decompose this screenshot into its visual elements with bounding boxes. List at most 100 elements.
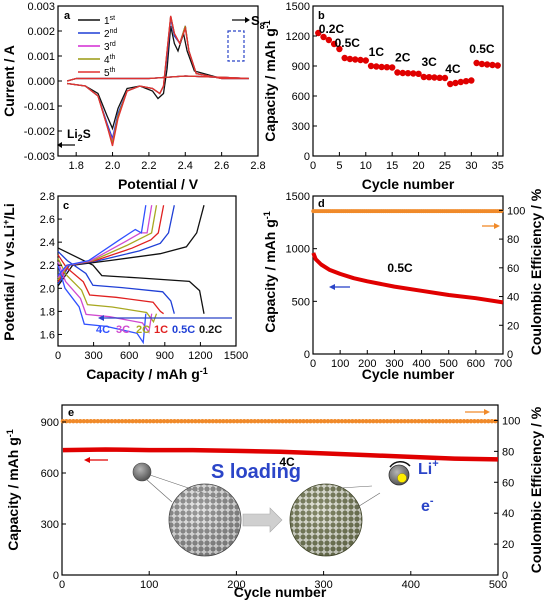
ce-point — [147, 419, 153, 424]
x-tick-label: 2.0 — [105, 160, 120, 172]
ce-point — [308, 419, 313, 424]
ce-point — [266, 419, 271, 424]
x-tick-label: 200 — [358, 358, 376, 370]
capacity-curve — [62, 447, 499, 462]
ce-point — [140, 419, 146, 424]
ce-point — [256, 419, 261, 424]
rate-point — [404, 70, 412, 77]
panel-b-xlabel: Cycle number — [362, 176, 455, 192]
y-tick-label: 900 — [292, 61, 310, 73]
x-tick-label: 30 — [465, 160, 477, 172]
ce-point — [461, 419, 467, 424]
ce-point — [402, 419, 407, 424]
ce-point — [200, 419, 205, 424]
panel-a-cv-chart: 1.8 2.0 2.2 2.4 2.6 2.8 -0.003 -0.002 -0.001 0.0… — [1, 1, 266, 192]
y-tick-label: 80 — [502, 446, 514, 458]
panel-d-cap-arrowhead — [329, 284, 335, 290]
scheme-title: S loading — [211, 461, 301, 483]
ce-point — [196, 419, 202, 424]
y-tick-label: 0 — [507, 349, 513, 361]
panel-e-capacity-series — [62, 447, 499, 462]
rate-point — [410, 70, 417, 77]
panel-d-capacity-series — [311, 252, 504, 305]
ce-point — [343, 419, 348, 424]
rate-point — [357, 56, 364, 64]
capacity-curve — [311, 252, 504, 305]
rate-arrowhead — [98, 315, 104, 321]
loaded-sphere-shade — [290, 484, 362, 556]
ce-point — [67, 419, 73, 424]
y-tick-label: 2.4 — [40, 237, 55, 249]
panel-d-y2label: Coulombic Efficiency / % — [528, 188, 544, 355]
y-tick-label: 1500 — [286, 191, 310, 203]
rate-series-label: 0.2C — [199, 324, 222, 336]
ce-point — [385, 419, 390, 424]
ce-point — [315, 419, 320, 424]
s-loading-scheme: S loading Li+ e- — [132, 458, 439, 557]
ce-point — [130, 419, 135, 424]
ce-point — [109, 419, 114, 424]
panel-e-xlabel: Cycle number — [234, 584, 327, 600]
ce-point — [489, 419, 495, 424]
ce-point — [95, 419, 100, 424]
ce-point — [276, 419, 282, 424]
ce-point — [210, 419, 216, 424]
panel-d-cycling-chart: 0 100 200 300 400 500 600 700 0 500 1000 1500 0 20 4… — [262, 188, 544, 382]
ce-point — [416, 419, 421, 424]
small-host-particle — [132, 462, 152, 482]
ce-point — [119, 419, 125, 424]
rate-label: 0.5C — [335, 36, 361, 50]
y-tick-label: 0.002 — [27, 26, 55, 38]
panel-c-voltage-chart: 0 300 600 900 1200 1500 1.6 1.8 2.0 2.2 2.4 2.6 2.8… — [1, 191, 248, 382]
rate-point — [378, 63, 385, 71]
rate-point — [388, 64, 396, 71]
rate-series-label: 3C — [116, 324, 130, 336]
panel-b-letter: b — [318, 10, 325, 22]
x-tick-label: 15 — [386, 160, 398, 172]
s8-label: S8 — [251, 13, 265, 31]
ce-point — [235, 419, 240, 424]
ce-point — [231, 419, 236, 424]
y-tick-label: -0.001 — [24, 101, 55, 113]
panel-c-ylabel: Potential / V vs.Li+/Li — [1, 203, 17, 341]
ce-point — [158, 419, 163, 424]
ce-point — [290, 419, 296, 424]
ce-point — [458, 419, 463, 424]
ce-point — [371, 419, 376, 424]
panel-d-letter: d — [318, 198, 325, 210]
ce-point — [468, 419, 474, 424]
voltage-curve — [57, 254, 164, 315]
s8-arrowhead — [245, 17, 250, 23]
ce-point — [151, 419, 156, 424]
rate-point — [457, 78, 464, 86]
ce-point — [374, 419, 379, 424]
ce-point — [499, 209, 504, 214]
ce-point — [92, 419, 97, 424]
rate-point — [373, 63, 380, 70]
rate-point — [436, 74, 443, 82]
ce-point — [419, 419, 425, 424]
y-tick-label: 60 — [507, 263, 519, 275]
y-tick-label: 1.8 — [40, 306, 55, 318]
legend-label: 4th — [104, 54, 116, 66]
rate-point — [325, 36, 333, 44]
y-tick-label: 100 — [502, 415, 520, 427]
panel-a-letter: a — [64, 10, 71, 22]
x-tick-label: 300 — [314, 579, 332, 591]
ce-point — [426, 419, 432, 424]
panel-e-ce-series — [60, 419, 498, 424]
rate-point — [473, 59, 480, 67]
y-tick-label: 600 — [292, 91, 310, 103]
ce-point — [207, 419, 212, 424]
y-tick-label: 0 — [304, 151, 310, 163]
rate-label: 1C — [369, 45, 385, 59]
x-tick-label: 100 — [331, 358, 349, 370]
x-tick-label: 20 — [412, 160, 424, 172]
y-tick-label: 2.2 — [40, 260, 55, 272]
x-tick-label: 1200 — [188, 350, 212, 362]
x-tick-label: 10 — [360, 160, 372, 172]
rate-point — [341, 54, 348, 62]
x-tick-label: 300 — [385, 358, 403, 370]
ce-point — [378, 419, 383, 424]
